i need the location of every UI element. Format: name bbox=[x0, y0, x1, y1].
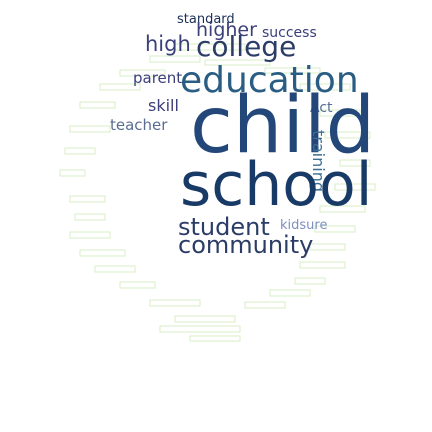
word-standard: standard bbox=[177, 12, 235, 27]
word-act: Act bbox=[310, 100, 333, 116]
word-high: high bbox=[145, 32, 191, 56]
word-success: success bbox=[262, 25, 317, 41]
word-education: education bbox=[180, 60, 359, 101]
word-school: school bbox=[180, 150, 373, 220]
word-parent: parent bbox=[133, 69, 183, 87]
word-kidsure: kidsure bbox=[280, 218, 328, 233]
word-student: student bbox=[178, 213, 270, 241]
word-skill: skill bbox=[148, 96, 179, 115]
word-child: child bbox=[190, 81, 376, 171]
word-college: college bbox=[196, 30, 297, 63]
word-higher: higher bbox=[196, 19, 257, 41]
word-teacher: teacher bbox=[110, 116, 168, 134]
word-community: community bbox=[178, 231, 314, 259]
